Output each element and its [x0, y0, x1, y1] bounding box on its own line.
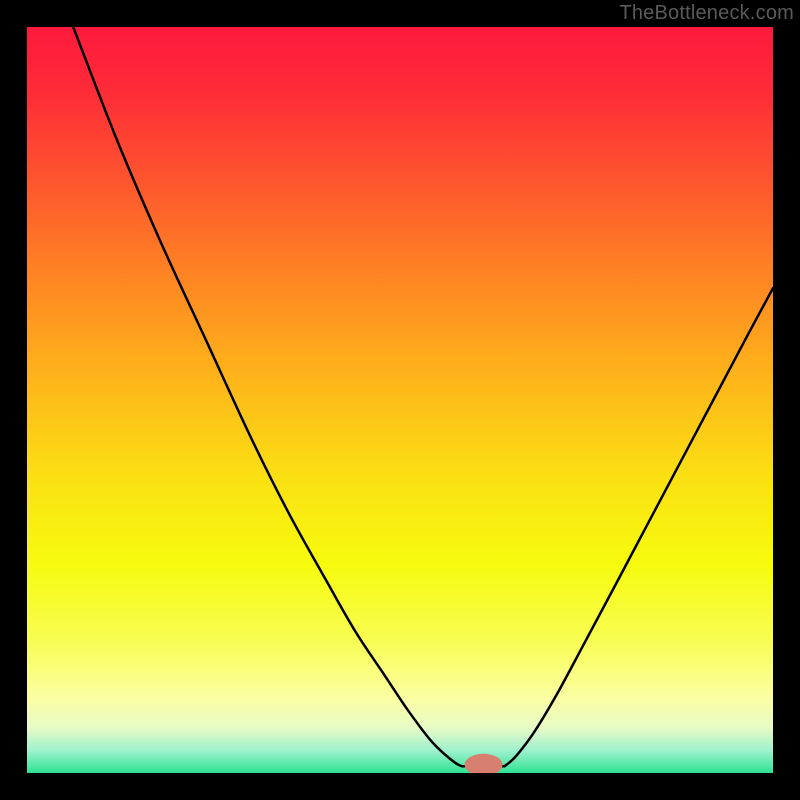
- watermark-text: TheBottleneck.com: [619, 2, 794, 25]
- chart-container: TheBottleneck.com: [0, 0, 800, 800]
- bottleneck-chart: [0, 0, 800, 800]
- optimal-point-marker: [465, 754, 503, 776]
- plot-area: [27, 27, 773, 773]
